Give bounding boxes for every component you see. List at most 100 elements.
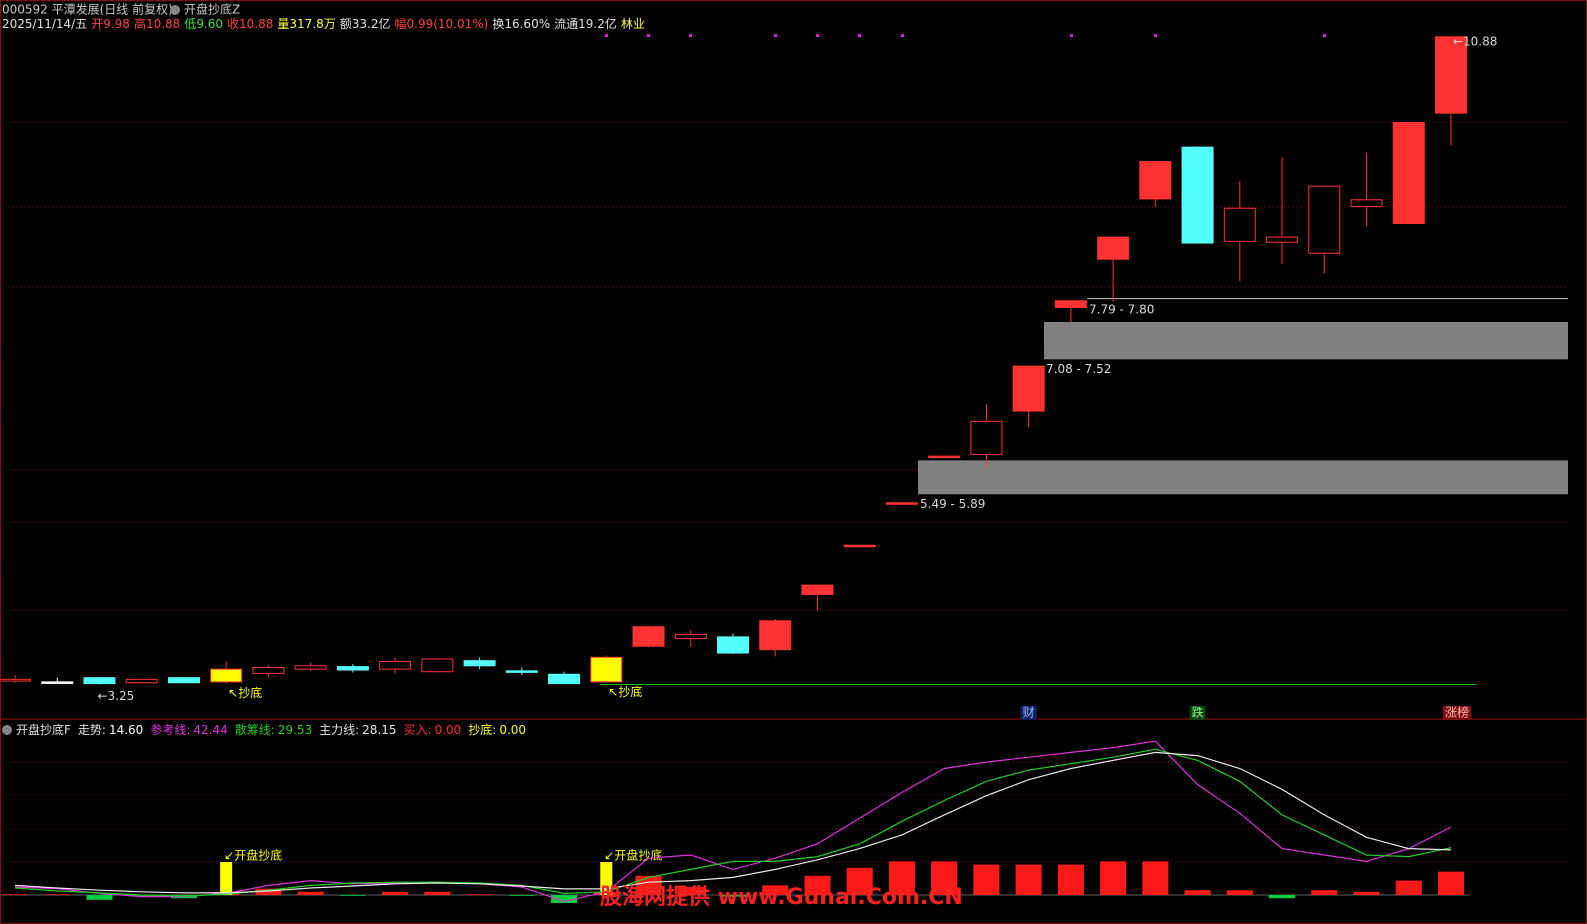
candle-body — [843, 544, 876, 548]
quote-line: 2025/11/14/五 开9.98 高10.88 低9.60 收10.88 量317.8… — [2, 16, 645, 31]
candle-body — [336, 666, 369, 671]
candle-body — [1434, 36, 1467, 114]
legend-value: 28.15 — [362, 723, 396, 737]
legend-value: 14.60 — [109, 723, 143, 737]
event-dot — [901, 34, 904, 37]
zone-label: 5.49 - 5.89 — [920, 497, 985, 511]
trend-bar — [382, 891, 409, 896]
event-dot — [605, 34, 608, 37]
signal-label: ↖抄底 — [608, 684, 642, 699]
candle-body — [505, 670, 538, 673]
trend-bar — [1142, 861, 1169, 896]
quote-field: 林业 — [621, 17, 645, 31]
trend-bar — [1353, 891, 1380, 896]
candle-body — [548, 673, 581, 685]
zone-label: 7.08 - 7.52 — [1046, 362, 1111, 376]
trend-bar — [44, 894, 71, 896]
menu-icon[interactable] — [170, 5, 180, 15]
candle-body — [716, 636, 749, 654]
candle-body — [125, 678, 158, 684]
legend-value: 0.00 — [435, 723, 462, 737]
legend-value: 0.00 — [499, 723, 526, 737]
candle-body — [1181, 146, 1214, 244]
event-tag: 涨榜 — [1445, 705, 1469, 720]
trend-bar — [1395, 880, 1422, 896]
event-dot — [1154, 34, 1157, 37]
indicator-title[interactable]: 开盘抄底Z — [184, 2, 240, 17]
trend-bar — [846, 867, 873, 896]
trend-bar — [719, 895, 746, 897]
trend-bar — [551, 895, 578, 904]
candle-body — [379, 661, 412, 670]
candle-body — [167, 677, 200, 684]
low-label: ←3.25 — [97, 689, 134, 703]
quote-field: 幅0.99(10.01%) — [395, 16, 489, 31]
candle-body — [1392, 122, 1425, 225]
candle-body — [1054, 300, 1087, 309]
event-tag-bg — [1189, 706, 1206, 720]
event-tag: 跌 — [1192, 705, 1204, 720]
level-label: 7.79 - 7.80 — [1089, 303, 1154, 317]
high-label: ←10.88 — [1453, 34, 1497, 48]
event-dot — [647, 34, 650, 37]
event-dot — [816, 34, 819, 37]
trend-bar — [255, 888, 282, 896]
trend-bar — [2, 894, 28, 896]
legend-value: 42.44 — [193, 723, 227, 737]
trend-bar — [635, 875, 662, 896]
event-dot — [1323, 34, 1326, 37]
trend-bar — [1437, 871, 1464, 896]
candle-body — [970, 420, 1003, 455]
candle-body — [632, 626, 665, 647]
menu-icon[interactable] — [2, 725, 12, 735]
trend-bar — [931, 861, 958, 896]
candle-body — [252, 666, 285, 674]
event-dot — [858, 34, 861, 37]
indicator-legend: 开盘抄底F 走势: 14.60 参考线: 42.44 散筹线: 29.53 主力线: 28.15… — [16, 722, 526, 737]
event-dot — [689, 34, 692, 37]
candle-body — [294, 665, 327, 670]
candle-body — [1266, 236, 1299, 243]
candle-body — [0, 678, 31, 682]
legend-name: 散筹线: — [235, 722, 275, 737]
candle-body — [1097, 236, 1130, 260]
legend-name: 主力线: — [319, 723, 359, 737]
legend-name: 参考线: — [150, 722, 190, 737]
trend-bar — [1311, 890, 1338, 896]
candle-body — [1012, 365, 1045, 412]
quote-field: 收10.88 — [227, 17, 273, 31]
candle-body — [674, 633, 707, 640]
candle-body — [759, 620, 792, 651]
event-dot — [774, 34, 777, 37]
candle-body — [885, 502, 918, 505]
candle-body — [928, 455, 961, 459]
trend-bar — [1269, 895, 1296, 899]
quote-field: 2025/11/14/五 — [2, 17, 87, 31]
trend-bar — [508, 895, 535, 896]
trend-bar — [1184, 890, 1211, 896]
legend-name: 抄底: — [468, 722, 496, 737]
symbol-title: 000592 平潭发展(日线 前复权) — [2, 2, 173, 17]
quote-field: 高10.88 — [134, 16, 180, 31]
trend-bar — [466, 894, 493, 896]
signal-label: ↙开盘抄底 — [224, 848, 282, 863]
signal-label: ↙开盘抄底 — [604, 848, 662, 863]
event-tag-bg — [1442, 706, 1471, 720]
trend-bar — [1100, 861, 1127, 896]
candle-body — [41, 681, 74, 684]
event-dot — [1070, 34, 1073, 37]
price-zone — [918, 460, 1568, 495]
legend-value: 29.53 — [278, 723, 312, 737]
signal-bar — [600, 862, 613, 896]
trend-bar — [86, 895, 113, 900]
trend-bar — [1226, 890, 1253, 896]
trend-bar — [888, 861, 915, 896]
candle-body — [421, 658, 454, 673]
trend-bar — [1057, 864, 1084, 896]
signal-label: ↖抄底 — [228, 685, 262, 700]
candle-body — [1139, 161, 1172, 200]
legend-name: 走势: — [78, 723, 106, 737]
candle-body — [590, 656, 623, 683]
trend-bar — [1015, 864, 1042, 896]
candle-body — [801, 584, 834, 595]
